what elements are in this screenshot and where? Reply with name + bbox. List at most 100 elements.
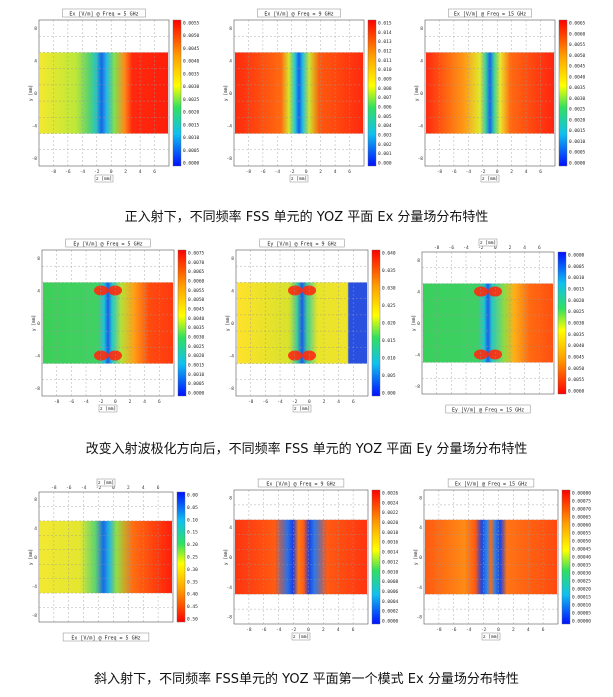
field-lobe [474,286,488,297]
colorbar-label: 0.0050 [188,297,205,303]
x-tick-label: 0 [494,245,497,251]
y-axis-label: y [mm] [28,85,34,101]
colorbar-label: 0.0006 [382,589,399,595]
field-strip [425,519,557,595]
colorbar-label: 0.00 [187,493,198,499]
x-tick-label: -6 [65,169,71,175]
colorbar-label: 0.0008 [382,579,399,585]
field-lobe [94,350,108,361]
y-axis-label: y [mm] [225,315,231,331]
x-axis-label: z [mm] [96,176,112,182]
field-plot: Ex [V/m] @ Freq = 15 GHz -8 -6 -4 -2 0 2 4 6 z [m… [413,8,591,188]
y-axis-label: y [mm] [28,549,34,565]
colorbar-label: 0.0020 [183,110,200,116]
plot-title-box [448,8,532,18]
field-strip [235,519,367,595]
x-tick-label: 4 [337,399,340,405]
x-tick-label: 4 [337,627,340,633]
x-tick-label: -6 [451,627,457,633]
plot-title: Ex [V/m] @ Freq = 9 GHz [264,12,333,18]
colorbar-label: 0.0035 [183,71,200,77]
field-plot: Ey [V/m] @ Freq = 5 GHz -8 -6 -4 -2 0 2 4 6 z [mm… [30,238,210,418]
x-tick-label: 0 [114,399,117,405]
x-tick-label: -2 [292,399,298,405]
colorbar-label: 0.0000 [183,161,200,167]
colorbar-label: 0.0010 [188,372,205,378]
x-tick-label: -6 [260,169,266,175]
y-tick-label: 8 [34,26,37,32]
plot-title-box [257,8,341,18]
colorbar-label: 0.0005 [188,381,205,387]
y-tick-label: 0 [229,91,232,97]
y-tick-label: 0 [37,321,40,327]
colorbar-label: 0.0045 [568,355,585,361]
colorbar-label: 0.0004 [382,599,399,605]
plot-title-box [259,238,345,248]
colorbar-label: 0.0015 [188,363,205,369]
colorbar-label: 0.0025 [568,309,585,315]
plot-title: Ey [V/m] @ Freq = 15 GHz [452,408,524,414]
x-tick-label: -4 [463,245,469,251]
colorbar-label: 0.00075 [572,499,591,505]
figure-row-3: Ex [V/m] @ Freq = 5 GHz -8 -6 -4 -2 0 2 4 6 z [mm… [0,478,613,658]
x-tick-label: 4 [525,169,528,175]
colorbar-label: 0.00080 [572,491,591,497]
x-tick-label: 6 [157,485,160,491]
x-tick-label: 2 [319,169,322,175]
x-tick-label: 2 [322,627,325,633]
field-strip [426,52,554,134]
colorbar-label: 0.00015 [572,595,591,601]
colorbar-label: 0.50 [187,617,198,623]
x-label-box [98,404,118,413]
x-tick-label: 0 [305,169,308,175]
field-lobe [108,285,122,296]
field-strip [423,283,553,363]
x-tick-label: 4 [139,169,142,175]
y-tick-label: 4 [420,59,423,65]
x-tick-label: -4 [80,169,86,175]
colorbar-label: 0.00010 [572,603,591,609]
y-axis-label: y [mm] [223,85,229,101]
heatmap-svg: Ex [V/m] @ Freq = 15 GHz -8 -6 -4 -2 0 2 4 6 z [m… [414,8,586,183]
colorbar-label: 0.0055 [569,42,586,48]
plot-title: Ex [V/m] @ Freq = 5 GHz [69,12,138,18]
colorbar-label: 0.005 [382,373,396,379]
x-tick-label: -6 [66,485,72,491]
plot-title-box [62,632,150,642]
field-lobe [474,349,488,360]
colorbar-label: 0.0030 [568,321,585,327]
colorbar-label: 0.0025 [569,107,586,113]
x-axis-label: z [mm] [294,406,310,412]
colorbar-label: 0.014 [378,30,392,36]
x-tick-label: -8 [248,399,254,405]
x-tick-label: -4 [466,169,472,175]
colorbar-label: 0.0016 [382,540,399,546]
colorbar-label: 0.0020 [568,298,585,304]
field-plot: Ex [V/m] @ Freq = 15 GHz -8 -6 -4 -2 0 2 4 6 z [m… [412,478,594,646]
y-tick-label: 4 [229,525,232,531]
x-tick-label: -4 [277,399,283,405]
x-tick-label: -6 [69,399,75,405]
colorbar-label: 0.00040 [572,555,591,561]
field-lobe [94,285,108,296]
colorbar-label: 0.0024 [382,500,399,506]
colorbar-label: 0.0070 [188,260,205,266]
colorbar-label: 0.0012 [382,559,399,565]
colorbar-label: 0.011 [378,58,392,64]
colorbar-label: 0.0045 [183,46,200,52]
colorbar-label: 0.0040 [183,59,200,65]
colorbar-label: 0.40 [187,592,198,598]
x-label-box [292,404,312,413]
colorbar-label: 0.0030 [188,335,205,341]
colorbar-label: 0.0045 [569,64,586,70]
x-axis-label: z [mm] [483,634,499,640]
x-tick-label: 2 [124,169,127,175]
plot-title: Ex [V/m] @ Freq = 9 GHz [266,482,335,488]
colorbar-label: 0.004 [378,123,392,129]
field-strip [40,52,168,134]
field-lobe [288,350,302,361]
x-tick-label: -2 [478,245,484,251]
colorbar-label: 0.0040 [188,316,205,322]
colorbar-label: 0.0075 [188,251,205,257]
field-plot: Ex [V/m] @ Freq = 5 GHz -8 -6 -4 -2 0 2 4 6 z [mm… [27,8,205,188]
